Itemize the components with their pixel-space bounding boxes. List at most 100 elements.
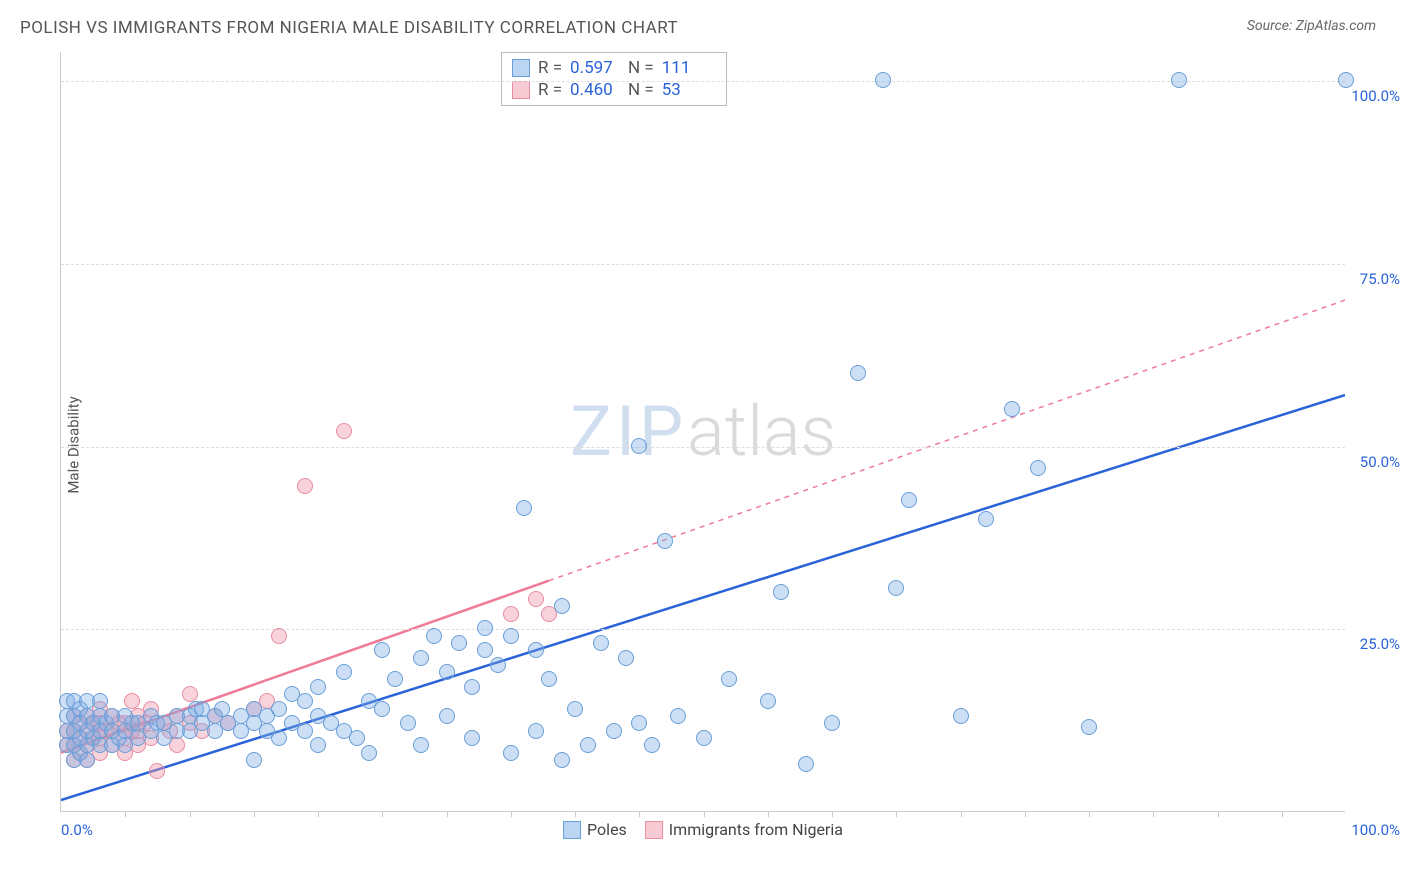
- scatter-point-blue: [760, 693, 776, 709]
- x-minor-tick: [575, 811, 576, 817]
- x-minor-tick: [1025, 811, 1026, 817]
- gridline: [61, 264, 1345, 265]
- scatter-point-blue: [477, 642, 493, 658]
- scatter-point-blue: [580, 737, 596, 753]
- scatter-point-blue: [528, 723, 544, 739]
- stat-row-blue: R = 0.597 N = 111: [512, 57, 712, 79]
- scatter-point-blue: [387, 671, 403, 687]
- scatter-point-blue: [631, 438, 647, 454]
- scatter-point-blue: [451, 635, 467, 651]
- y-tick-label: 75.0%: [1350, 270, 1400, 288]
- y-tick-label: 50.0%: [1350, 453, 1400, 471]
- scatter-point-blue: [670, 708, 686, 724]
- scatter-point-blue: [554, 598, 570, 614]
- scatter-point-pink: [124, 693, 140, 709]
- scatter-point-blue: [1004, 401, 1020, 417]
- chart-container: Male Disability ZIPatlas R = 0.597 N = 1…: [60, 52, 1380, 837]
- chart-title: POLISH VS IMMIGRANTS FROM NIGERIA MALE D…: [20, 18, 678, 38]
- scatter-point-blue: [798, 756, 814, 772]
- scatter-point-pink: [149, 763, 165, 779]
- scatter-point-blue: [1081, 719, 1097, 735]
- scatter-point-pink: [182, 686, 198, 702]
- scatter-point-blue: [374, 642, 390, 658]
- x-minor-tick: [447, 811, 448, 817]
- plot-area: ZIPatlas R = 0.597 N = 111 R = 0.460 N =…: [60, 52, 1345, 812]
- scatter-point-pink: [528, 591, 544, 607]
- scatter-point-blue: [439, 664, 455, 680]
- scatter-point-blue: [541, 671, 557, 687]
- x-tick-0: 0.0%: [61, 821, 93, 839]
- scatter-point-blue: [426, 628, 442, 644]
- scatter-point-blue: [310, 737, 326, 753]
- x-minor-tick: [382, 811, 383, 817]
- scatter-point-blue: [644, 737, 660, 753]
- scatter-point-blue: [606, 723, 622, 739]
- scatter-point-blue: [618, 650, 634, 666]
- scatter-point-blue: [1338, 72, 1354, 88]
- x-minor-tick: [961, 811, 962, 817]
- swatch-pink: [645, 821, 663, 839]
- scatter-point-blue: [413, 650, 429, 666]
- swatch-blue: [512, 59, 530, 77]
- scatter-point-blue: [554, 752, 570, 768]
- x-minor-tick: [511, 811, 512, 817]
- scatter-point-blue: [953, 708, 969, 724]
- scatter-point-blue: [336, 664, 352, 680]
- x-minor-tick: [1218, 811, 1219, 817]
- scatter-point-blue: [297, 693, 313, 709]
- scatter-point-blue: [631, 715, 647, 731]
- scatter-point-blue: [567, 701, 583, 717]
- x-minor-tick: [1089, 811, 1090, 817]
- x-minor-tick: [639, 811, 640, 817]
- x-minor-tick: [768, 811, 769, 817]
- scatter-point-pink: [336, 423, 352, 439]
- scatter-point-blue: [503, 628, 519, 644]
- x-tick-100: 100.0%: [1350, 821, 1400, 839]
- scatter-point-pink: [271, 628, 287, 644]
- scatter-point-blue: [1171, 72, 1187, 88]
- x-minor-tick: [1282, 811, 1283, 817]
- scatter-point-blue: [374, 701, 390, 717]
- gridline: [61, 629, 1345, 630]
- scatter-point-blue: [721, 671, 737, 687]
- scatter-point-pink: [297, 478, 313, 494]
- swatch-pink: [512, 81, 530, 99]
- scatter-point-blue: [413, 737, 429, 753]
- scatter-point-blue: [439, 708, 455, 724]
- correlation-stat-box: R = 0.597 N = 111 R = 0.460 N = 53: [501, 52, 727, 106]
- scatter-point-blue: [773, 584, 789, 600]
- scatter-point-blue: [875, 72, 891, 88]
- scatter-point-blue: [490, 657, 506, 673]
- scatter-point-blue: [271, 701, 287, 717]
- y-tick-label: 25.0%: [1350, 635, 1400, 653]
- scatter-point-blue: [400, 715, 416, 731]
- source-attribution: Source: ZipAtlas.com: [1247, 18, 1376, 34]
- gridline: [61, 81, 1345, 82]
- scatter-point-blue: [1030, 460, 1046, 476]
- scatter-point-blue: [79, 752, 95, 768]
- scatter-point-blue: [516, 500, 532, 516]
- swatch-blue: [563, 821, 581, 839]
- x-minor-tick: [318, 811, 319, 817]
- legend-item-nigeria: Immigrants from Nigeria: [645, 820, 843, 839]
- series-legend: Poles Immigrants from Nigeria: [563, 820, 843, 839]
- scatter-point-blue: [657, 533, 673, 549]
- scatter-point-blue: [310, 679, 326, 695]
- x-minor-tick: [896, 811, 897, 817]
- x-minor-tick: [704, 811, 705, 817]
- legend-item-poles: Poles: [563, 820, 627, 839]
- scatter-point-blue: [246, 752, 262, 768]
- x-minor-tick: [125, 811, 126, 817]
- scatter-point-blue: [824, 715, 840, 731]
- watermark: ZIPatlas: [570, 391, 836, 473]
- scatter-point-blue: [297, 723, 313, 739]
- x-minor-tick: [832, 811, 833, 817]
- scatter-point-blue: [503, 745, 519, 761]
- x-minor-tick: [1153, 811, 1154, 817]
- scatter-point-blue: [271, 730, 287, 746]
- scatter-point-blue: [464, 679, 480, 695]
- stat-row-pink: R = 0.460 N = 53: [512, 79, 712, 101]
- scatter-point-pink: [503, 606, 519, 622]
- scatter-point-blue: [978, 511, 994, 527]
- y-tick-label: 100.0%: [1350, 87, 1400, 105]
